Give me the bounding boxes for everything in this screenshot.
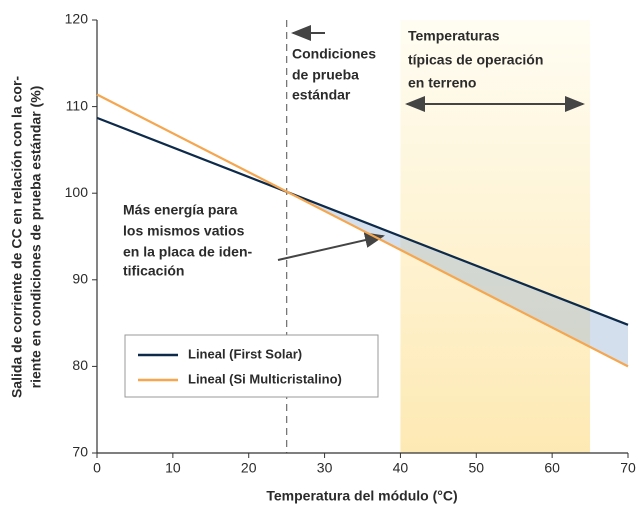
annotation: en la placa de iden- — [123, 244, 252, 260]
annotation: Condiciones — [292, 46, 376, 62]
shaded-range — [400, 20, 591, 453]
annotation: típicas de operación — [408, 52, 543, 68]
x-tick-label: 60 — [544, 460, 560, 476]
y-tick-label: 100 — [65, 184, 89, 200]
x-tick-label: 0 — [93, 460, 101, 476]
annotation: de prueba — [292, 67, 359, 83]
y-axis-label: Salida de corriente de CC en relación co… — [9, 76, 25, 398]
annotation: tificación — [123, 263, 184, 279]
annotation: los mismos vatios — [123, 223, 245, 239]
series-line — [96, 93, 629, 368]
y-axis-label: riente en condiciones de prueba estándar… — [28, 86, 44, 389]
annotation: estándar — [292, 87, 351, 103]
x-tick-label: 20 — [241, 460, 257, 476]
x-tick-label: 70 — [620, 460, 636, 476]
arrow — [277, 232, 385, 261]
y-tick-label: 70 — [72, 444, 88, 460]
legend-label: Lineal (First Solar) — [188, 346, 302, 361]
y-tick-label: 80 — [72, 357, 88, 373]
x-axis-label: Temperatura del módulo (°C) — [266, 488, 457, 504]
annotation: Más energía para — [123, 202, 238, 218]
y-tick-label: 90 — [72, 271, 88, 287]
series-line — [96, 116, 629, 326]
y-tick-label: 120 — [65, 11, 89, 27]
legend-label: Lineal (Si Multicristalino) — [188, 371, 342, 386]
y-tick-label: 110 — [66, 97, 89, 113]
x-tick-label: 40 — [393, 460, 409, 476]
legend-box — [124, 334, 379, 398]
x-tick-label: 30 — [317, 460, 333, 476]
annotation: en terreno — [408, 75, 476, 91]
x-tick-label: 50 — [468, 460, 484, 476]
x-tick-label: 10 — [165, 460, 181, 476]
annotation: Temperaturas — [408, 28, 500, 44]
